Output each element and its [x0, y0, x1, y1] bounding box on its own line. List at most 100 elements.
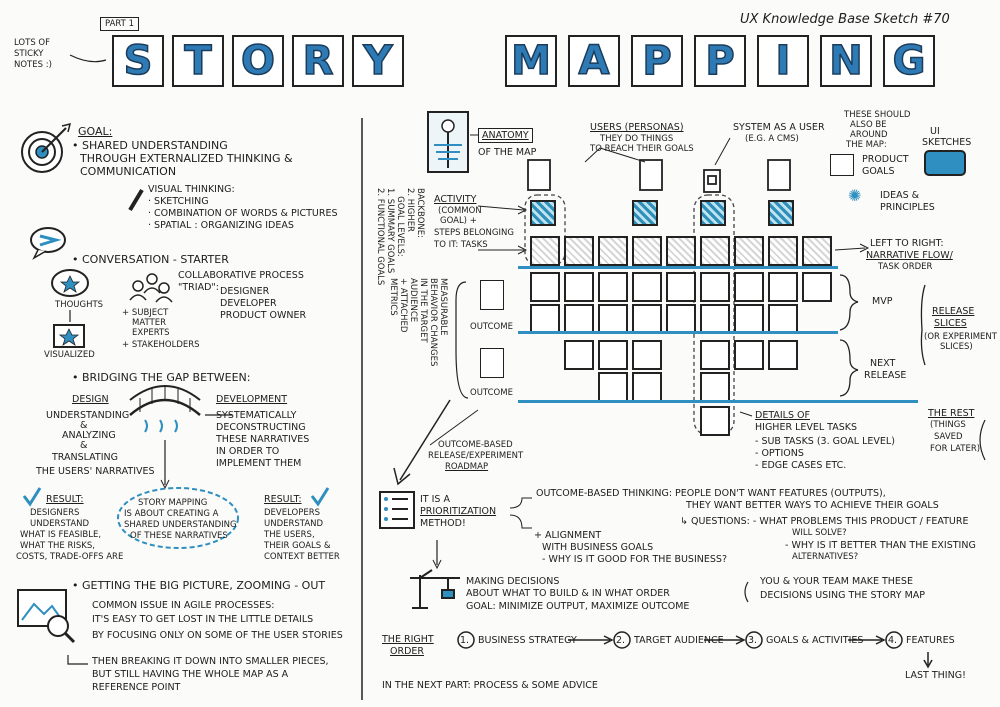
- visual-thinking-line: · SPATIAL : ORGANIZING IDEAS: [148, 220, 294, 231]
- common-issue-line: IT'S EASY TO GET LOST IN THE LITTLE DETA…: [92, 614, 314, 625]
- crane-icon: [410, 569, 460, 609]
- step-label: TARGET AUDIENCE: [634, 635, 724, 646]
- activity-line: (COMMON: [438, 206, 482, 216]
- activity-card: [768, 200, 794, 226]
- mvp-label: MVP: [872, 296, 893, 307]
- outcome-label: OUTCOME: [470, 322, 513, 332]
- design-line: &: [80, 440, 88, 451]
- questions-line: ↳ QUESTIONS: - WHAT PROBLEMS THIS PRODUC…: [680, 516, 969, 527]
- result-label: RESULT:: [264, 494, 302, 505]
- decisions-line: ABOUT WHAT TO BUILD & IN WHAT ORDER: [466, 588, 670, 599]
- story-card: [768, 340, 798, 370]
- result-left-line: WHAT THE RISKS,: [20, 541, 95, 551]
- design-label: DESIGN: [72, 394, 109, 405]
- story-bubble-line: SHARED UNDERSTANDING: [124, 520, 237, 530]
- sticky-note-line: STICKY: [14, 49, 44, 59]
- result-right-line: DEVELOPERS: [264, 508, 321, 518]
- step-number: 2.: [616, 635, 626, 646]
- collab-line: "TRIAD":: [178, 282, 219, 293]
- story-card: [768, 272, 798, 302]
- design-line: TRANSLATING: [52, 452, 118, 463]
- goal-line: COMMUNICATION: [80, 165, 177, 178]
- release-slices-line: RELEASE: [932, 306, 975, 317]
- next-release-line: NEXT: [870, 358, 896, 369]
- sticky-note-line: NOTES :): [14, 60, 52, 70]
- story-card: [700, 304, 730, 334]
- story-card: [734, 272, 764, 302]
- story-card: [666, 304, 696, 334]
- details-line: - SUB TASKS (3. GOAL LEVEL): [755, 436, 895, 447]
- task-card: [700, 236, 730, 266]
- activity-card: [530, 200, 556, 226]
- goal-label: GOAL:: [78, 125, 113, 138]
- conversation-label: • CONVERSATION - STARTER: [72, 253, 229, 266]
- sme-line: EXPERTS: [132, 328, 170, 338]
- story-card: [734, 304, 764, 334]
- result-left-line: UNDERSTAND: [30, 519, 90, 529]
- visual-thinking-line: · SKETCHING: [148, 196, 209, 207]
- title-letter: I: [757, 35, 809, 87]
- ui-sketch-icon: [924, 150, 966, 176]
- around-line: ALSO BE: [850, 120, 887, 130]
- design-line: THE USERS' NARRATIVES: [36, 466, 155, 477]
- next-part-label: IN THE NEXT PART: PROCESS & SOME ADVICE: [382, 680, 598, 691]
- alignment-line: - WHY IS IT GOOD FOR THE BUSINESS?: [542, 554, 727, 565]
- details-line: HIGHER LEVEL TASKS: [755, 422, 858, 433]
- next-release-line: RELEASE: [864, 370, 907, 381]
- anatomy-label: ANATOMY: [478, 128, 533, 143]
- product-goals-line: GOALS: [862, 166, 895, 177]
- last-thing-label: LAST THING!: [905, 670, 966, 681]
- story-card: [564, 304, 594, 334]
- title-letter: G: [883, 35, 935, 87]
- title-letter: S: [112, 35, 164, 87]
- result-left-line: COSTS, TRADE-OFFS ARE: [16, 552, 124, 562]
- release-note-line: (OR EXPERIMENT: [924, 332, 997, 342]
- triad-line: DESIGNER: [220, 286, 270, 297]
- team-line: YOU & YOUR TEAM MAKE THESE: [760, 576, 913, 587]
- result-right-line: UNDERSTAND: [264, 519, 324, 529]
- questions-line: ALTERNATIVES?: [792, 552, 859, 562]
- system-line: (E.G. A CMS): [745, 134, 799, 144]
- roadmap-line: RELEASE/EXPERIMENT: [428, 451, 524, 461]
- sme-line: + SUBJECT: [122, 308, 169, 318]
- left-to-right-line: LEFT TO RIGHT:: [870, 238, 944, 249]
- task-card: [598, 236, 628, 266]
- goals-list-icon: [830, 154, 854, 176]
- task-card: [564, 236, 594, 266]
- around-line: AROUND: [850, 130, 888, 140]
- sme-line: + STAKEHOLDERS: [122, 340, 200, 350]
- dev-line: IMPLEMENT THEM: [216, 458, 302, 469]
- triad-line: PRODUCT OWNER: [220, 310, 307, 321]
- around-line: THE MAP:: [846, 140, 887, 150]
- title-letter: N: [820, 35, 872, 87]
- task-card: [802, 236, 832, 266]
- dev-line: SYSTEMATICALLY: [216, 410, 297, 421]
- story-bubble-outline: [117, 487, 239, 549]
- activity-card: [700, 200, 726, 226]
- rest-line: SAVED: [934, 432, 963, 442]
- thought-cloud-icon: [51, 269, 89, 348]
- goal-line: • SHARED UNDERSTANDING: [72, 139, 228, 152]
- part-label: PART 1: [100, 17, 139, 31]
- task-card: [666, 236, 696, 266]
- dev-line: DECONSTRUCTING: [216, 422, 306, 433]
- left-to-right-line: NARRATIVE FLOW/: [866, 250, 953, 261]
- title-letter: O: [232, 35, 284, 87]
- details-line: - OPTIONS: [755, 448, 804, 459]
- system-card-icon: [703, 169, 721, 193]
- product-goals-line: PRODUCT: [862, 154, 909, 165]
- story-card: [564, 272, 594, 302]
- story-bubble-line: IS ABOUT CREATING A: [124, 509, 219, 519]
- zoom-map-icon: [17, 589, 76, 644]
- alignment-line: WITH BUSINESS GOALS: [542, 542, 654, 553]
- story-card: [530, 272, 560, 302]
- title-letter: P: [694, 35, 746, 87]
- title-letter: T: [172, 35, 224, 87]
- activity-line: TO IT: TASKS: [434, 240, 488, 250]
- questions-line: WILL SOLVE?: [792, 528, 847, 538]
- result-left-line: DESIGNERS: [30, 508, 80, 518]
- task-card: [530, 236, 560, 266]
- roadmap-line: OUTCOME-BASED: [438, 440, 513, 450]
- design-line: &: [80, 420, 88, 431]
- dev-line: IN ORDER TO: [216, 446, 280, 457]
